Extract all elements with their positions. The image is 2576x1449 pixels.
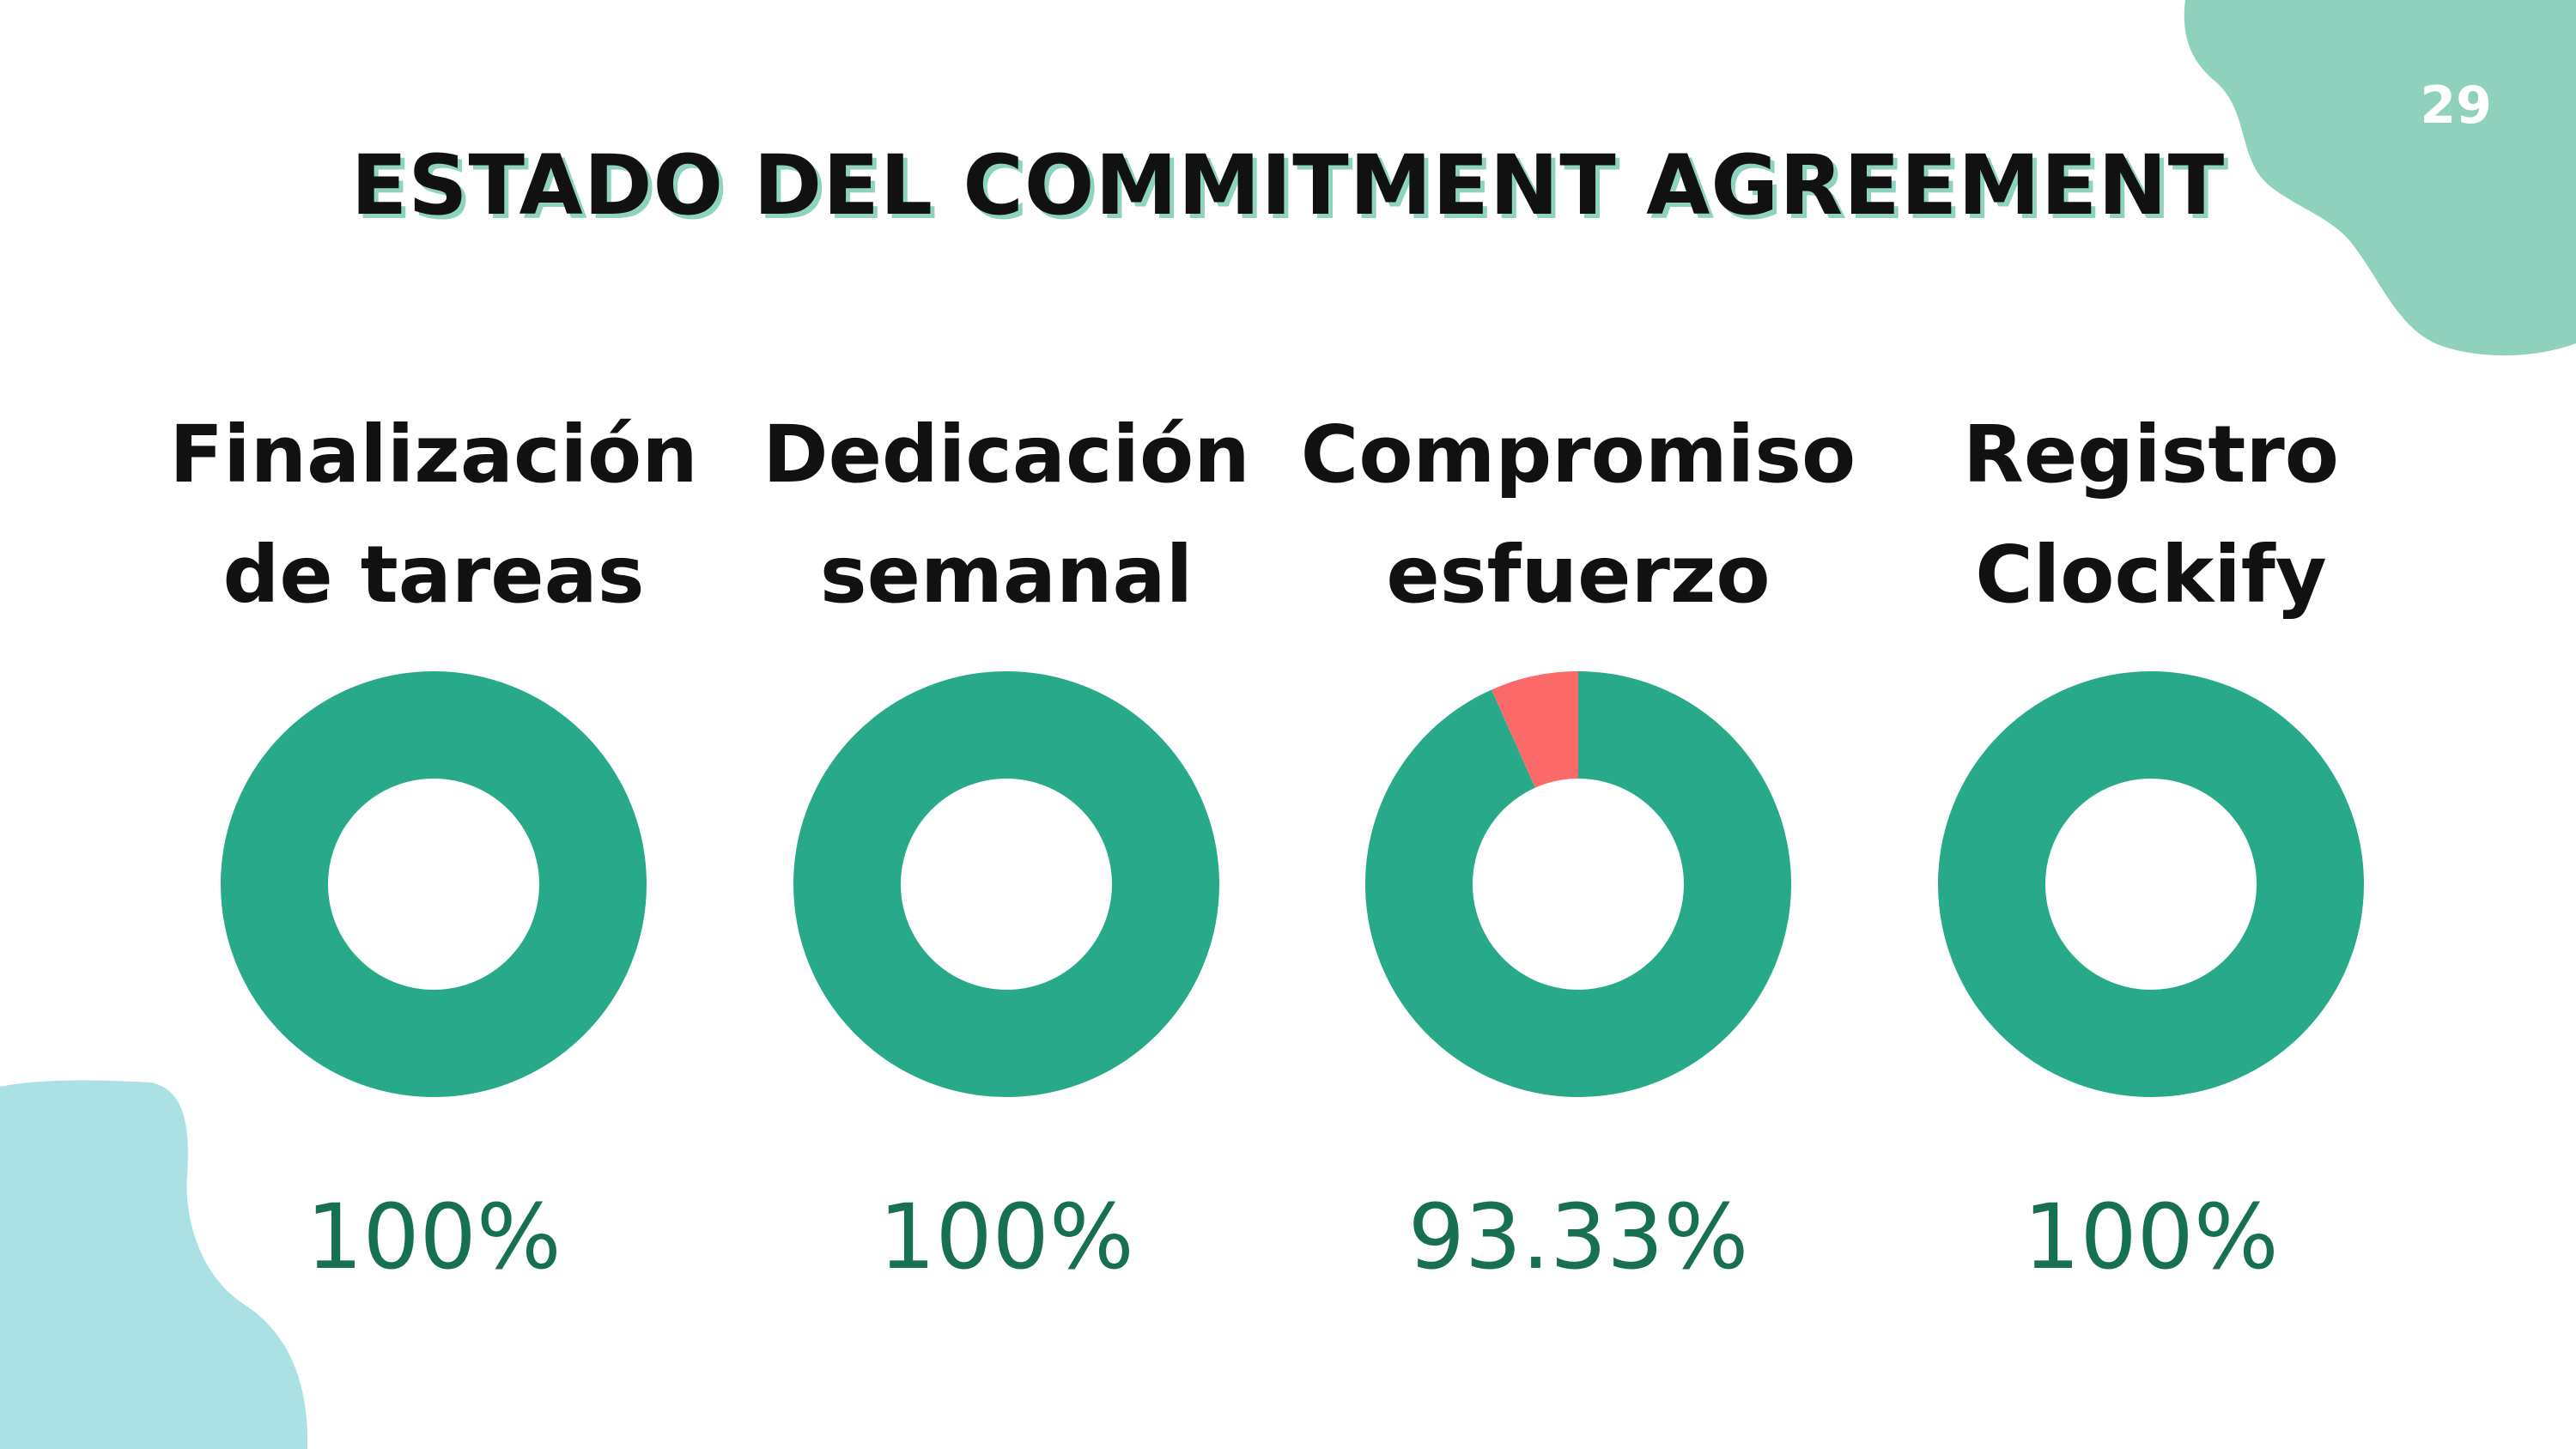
donut-slice-completed: [793, 671, 1219, 1097]
chart-label-line: esfuerzo: [1386, 529, 1771, 621]
donut-svg: [1938, 671, 2364, 1097]
blob-bottom-left-shape: [0, 1080, 308, 1449]
chart-label: Dedicación semanal: [723, 395, 1290, 635]
donut-slice-completed: [1365, 671, 1791, 1097]
chart-label: Finalización de tareas: [150, 395, 717, 635]
chart-value: 93.33%: [1407, 1185, 1749, 1289]
donut-slice-completed: [1938, 671, 2364, 1097]
chart-label-line: Clockify: [1975, 529, 2327, 621]
decorative-blob-top-right: [2184, 0, 2576, 356]
page-title: ESTADO DEL COMMITMENT AGREEMENT: [350, 137, 2226, 233]
chart-value: 100%: [306, 1185, 562, 1289]
chart-label: Compromiso esfuerzo: [1295, 395, 1862, 635]
page-number: 29: [2420, 76, 2493, 136]
donut-chart: Finalización de tareas 100%: [150, 395, 717, 1322]
donut-chart: Dedicación semanal 100%: [723, 395, 1290, 1322]
donut-chart: Compromiso esfuerzo 93.33%: [1295, 395, 1862, 1322]
chart-label-line: Compromiso: [1300, 409, 1856, 500]
donut-svg: [793, 671, 1219, 1097]
donut-slice-completed: [221, 671, 647, 1097]
chart-label-line: Finalización: [169, 409, 698, 500]
donut-svg: [221, 671, 647, 1097]
donut-chart: Registro Clockify 100%: [1868, 395, 2434, 1322]
chart-value: 100%: [878, 1185, 1134, 1289]
blob-top-right-shape: [2184, 0, 2576, 356]
chart-value: 100%: [2023, 1185, 2279, 1289]
chart-label-line: Registro: [1963, 409, 2339, 500]
decorative-blob-bottom-left: [0, 1080, 308, 1449]
donut-slice-remaining: [1492, 671, 1578, 788]
chart-label-line: Dedicación: [762, 409, 1250, 500]
chart-label-line: semanal: [819, 529, 1194, 621]
chart-label-line: de tareas: [222, 529, 645, 621]
donut-svg: [1365, 671, 1791, 1097]
chart-label: Registro Clockify: [1868, 395, 2434, 635]
